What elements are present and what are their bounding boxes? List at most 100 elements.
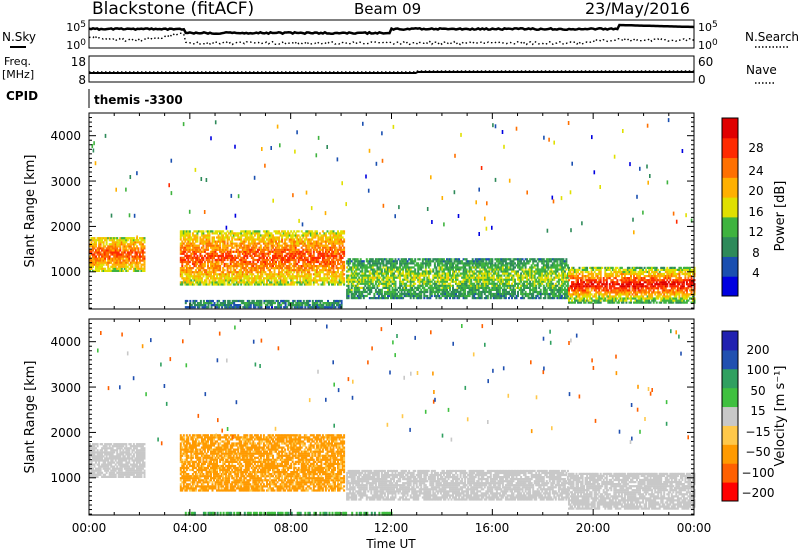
power-cell bbox=[272, 254, 274, 257]
power-cell bbox=[225, 275, 228, 278]
power-cell bbox=[438, 258, 441, 261]
power-cell bbox=[429, 272, 432, 275]
power-cell bbox=[199, 248, 202, 251]
power-cell bbox=[194, 277, 197, 280]
power-cell bbox=[393, 274, 395, 277]
power-cell bbox=[241, 252, 244, 255]
power-cell bbox=[208, 260, 211, 264]
power-cell bbox=[371, 297, 374, 300]
power-cell bbox=[275, 262, 277, 266]
power-cell bbox=[252, 242, 255, 245]
power-cell bbox=[281, 262, 284, 266]
power-cell bbox=[433, 276, 436, 279]
power-cell bbox=[301, 306, 304, 309]
power-cell bbox=[328, 273, 330, 276]
power-cell bbox=[368, 297, 371, 300]
power-cell bbox=[259, 267, 262, 270]
power-cell bbox=[391, 266, 394, 269]
power-cell bbox=[480, 258, 483, 261]
power-cell bbox=[140, 249, 143, 252]
power-cell bbox=[338, 258, 341, 262]
power-cell bbox=[385, 264, 388, 267]
power-cell bbox=[105, 261, 108, 264]
power-cell bbox=[99, 259, 102, 262]
power-cell bbox=[408, 258, 411, 261]
power-cell bbox=[370, 290, 373, 294]
power-cell bbox=[255, 258, 258, 262]
power-cell bbox=[252, 250, 255, 253]
power-cell bbox=[508, 278, 510, 281]
power-cell bbox=[492, 297, 495, 300]
power-cell bbox=[497, 260, 500, 263]
power-cell bbox=[240, 265, 243, 268]
power-cell bbox=[261, 265, 264, 268]
power-cell bbox=[247, 236, 250, 239]
power-cell bbox=[438, 294, 441, 298]
power-cell bbox=[249, 254, 252, 257]
power-cell bbox=[511, 276, 513, 279]
power-cell bbox=[119, 257, 122, 260]
power-cell bbox=[508, 284, 510, 287]
power-cell bbox=[337, 234, 339, 237]
power-cell bbox=[403, 282, 406, 285]
power-cell bbox=[456, 264, 459, 267]
power-cell bbox=[234, 277, 237, 280]
power-cell bbox=[96, 247, 99, 250]
power-cell bbox=[483, 297, 486, 300]
power-cell bbox=[483, 262, 486, 265]
power-cell bbox=[323, 240, 326, 243]
power-cell bbox=[374, 276, 377, 279]
power-cell bbox=[377, 288, 380, 291]
power-cell bbox=[241, 279, 244, 282]
power-cell bbox=[202, 265, 205, 268]
power-cell bbox=[126, 269, 129, 272]
power-cell bbox=[517, 258, 519, 261]
power-cell bbox=[225, 252, 228, 255]
power-cell bbox=[447, 258, 450, 261]
power-cell bbox=[208, 258, 211, 262]
power-cell bbox=[400, 288, 403, 291]
power-cell bbox=[420, 288, 423, 291]
power-cell bbox=[243, 256, 246, 259]
power-cell bbox=[479, 292, 482, 296]
power-cell bbox=[290, 252, 293, 255]
power-cell bbox=[294, 242, 297, 245]
power-cell bbox=[223, 246, 226, 249]
power-cell bbox=[125, 265, 128, 268]
power-cell bbox=[370, 288, 373, 291]
power-cell bbox=[198, 304, 201, 307]
power-cell bbox=[444, 276, 447, 279]
power-cell bbox=[343, 240, 346, 243]
power-cell bbox=[308, 244, 311, 247]
power-cell bbox=[494, 258, 497, 261]
power-cell bbox=[520, 292, 523, 296]
power-cell bbox=[387, 278, 389, 281]
power-cell bbox=[95, 245, 97, 248]
power-cell bbox=[141, 247, 144, 250]
power-cell bbox=[111, 239, 114, 242]
power-cell bbox=[222, 230, 225, 233]
power-cell bbox=[394, 294, 397, 298]
power-cell bbox=[312, 254, 315, 257]
power-cell bbox=[365, 274, 368, 277]
power-cell bbox=[406, 290, 409, 294]
power-cell bbox=[376, 280, 379, 283]
power-cell bbox=[223, 265, 226, 268]
power-cell bbox=[211, 246, 214, 249]
power-cell bbox=[508, 286, 510, 289]
power-cell bbox=[272, 260, 274, 264]
power-cell bbox=[426, 272, 429, 275]
power-cell bbox=[308, 267, 311, 270]
power-cell bbox=[523, 292, 526, 296]
power-cell bbox=[511, 270, 513, 273]
power-cell bbox=[99, 241, 102, 244]
power-cell bbox=[279, 252, 282, 255]
power-cell bbox=[415, 276, 418, 279]
power-cell bbox=[477, 280, 480, 283]
power-cell bbox=[138, 253, 141, 256]
power-cell bbox=[482, 258, 485, 261]
power-cell bbox=[300, 265, 303, 268]
power-cell bbox=[181, 260, 184, 264]
power-cell bbox=[498, 266, 501, 269]
power-cell bbox=[259, 283, 262, 286]
